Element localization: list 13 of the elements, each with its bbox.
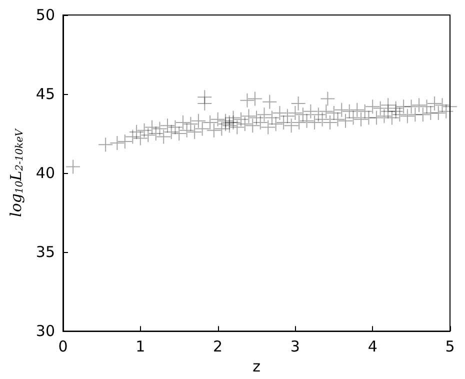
- y-tick-label: 45: [36, 85, 55, 104]
- y-tick-label: 35: [36, 243, 55, 262]
- y-tick-label: 40: [36, 164, 55, 182]
- y-axis-title: log10L2-10keV: [7, 127, 26, 217]
- x-tick-label: 5: [445, 338, 455, 356]
- x-tick-label: 2: [213, 338, 223, 356]
- x-tick-label: 0: [58, 338, 68, 356]
- x-tick-label: 1: [136, 338, 146, 356]
- x-axis-title: z: [252, 358, 261, 376]
- y-tick-label: 50: [36, 6, 55, 24]
- y-tick-label: 30: [36, 322, 55, 340]
- x-tick-label: 3: [290, 338, 300, 356]
- x-tick-label: 4: [368, 338, 378, 356]
